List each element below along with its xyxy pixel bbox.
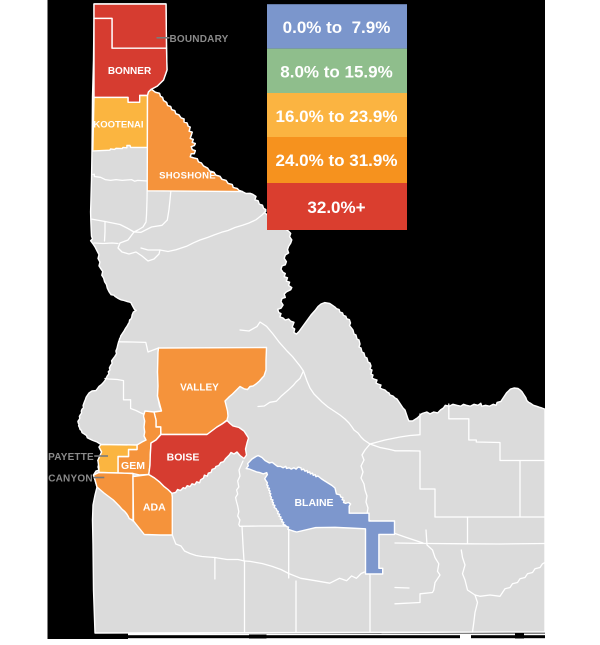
svg-text:BONNER: BONNER — [108, 66, 152, 77]
svg-text:VALLEY: VALLEY — [180, 383, 219, 394]
svg-text:GEM: GEM — [121, 460, 145, 472]
svg-text:16.0% to 23.9%: 16.0% to 23.9% — [276, 107, 398, 126]
svg-text:PAYETTE: PAYETTE — [48, 452, 94, 463]
svg-text:BLAINE: BLAINE — [294, 497, 333, 509]
svg-text:32.0%+: 32.0%+ — [307, 198, 365, 217]
svg-text:BOUNDARY: BOUNDARY — [169, 34, 228, 45]
svg-text:BOISE: BOISE — [167, 452, 200, 464]
svg-text:KOOTENAI: KOOTENAI — [93, 120, 143, 131]
svg-text:8.0% to 15.9%: 8.0% to 15.9% — [280, 63, 392, 82]
svg-text:ADA: ADA — [143, 502, 166, 514]
svg-text:0.0% to 7.9%: 0.0% to 7.9% — [283, 18, 391, 37]
svg-text:24.0% to 31.9%: 24.0% to 31.9% — [276, 151, 398, 170]
svg-text:CANYON: CANYON — [48, 473, 93, 484]
svg-text:SHOSHONE: SHOSHONE — [159, 171, 216, 182]
